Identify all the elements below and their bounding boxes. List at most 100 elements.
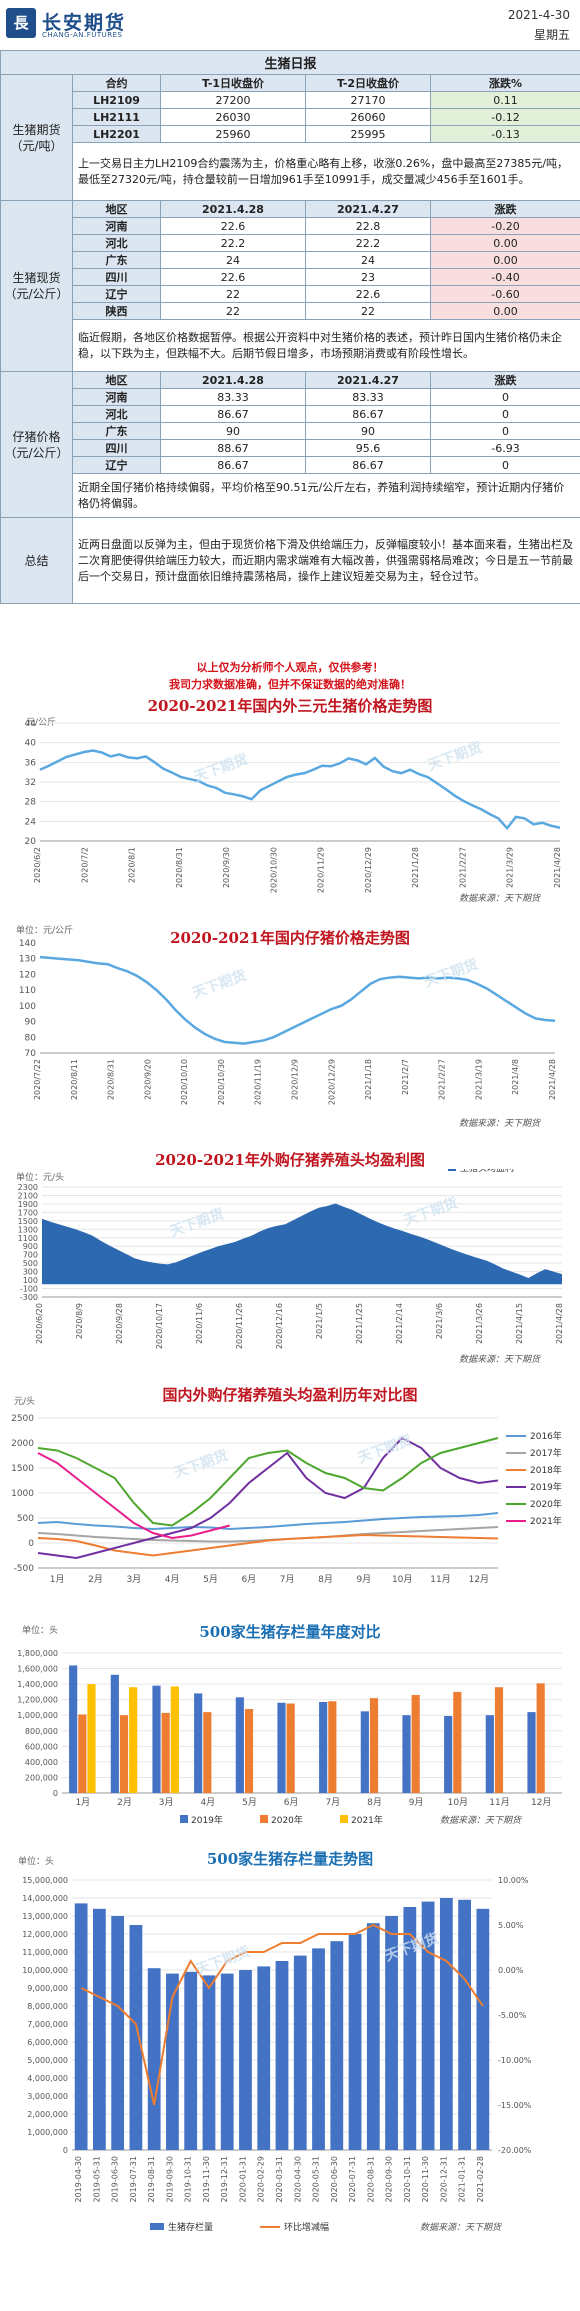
- futures-contract: LH2111: [72, 108, 161, 126]
- bar: [152, 1685, 161, 1793]
- x-tick-label: 2021/4/28: [555, 1303, 564, 1344]
- bar: [239, 1970, 252, 2150]
- report-table-wrap: 生猪日报 生猪期货（元/吨） 合约 T-1日收盘价 T-2日收盘价 涨跌% LH…: [0, 50, 580, 604]
- x-tick-label: 2020/10/17: [155, 1303, 164, 1349]
- series-line: [37, 1533, 499, 1557]
- chart-inventory-trend: 500家生猪存栏量走势图 单位：头 0 1,000,000 2,000,000 3,0…: [0, 1840, 580, 2310]
- x-tick-label: 2020-07-31: [348, 2156, 357, 2203]
- x-tick-label: 2019-05-31: [92, 2156, 101, 2203]
- y-tick-label: 5,000,000: [27, 2056, 68, 2065]
- x-tick-label: 2021/4/8: [511, 1059, 520, 1095]
- bar: [129, 1925, 143, 2150]
- table-row: 广东 24 24 0.00: [1, 251, 580, 269]
- x-tick-label: 2021/2/14: [395, 1303, 404, 1344]
- x-tick-label: 11月: [430, 1574, 450, 1585]
- piglet-region: 河北: [72, 405, 161, 423]
- table-row: 河南 22.6 22.8 -0.20: [1, 217, 580, 235]
- x-tick-label: 2020/9/30: [222, 847, 231, 888]
- y-tick-label: 2300: [18, 1183, 38, 1192]
- x-tick-label: 2020/11/29: [317, 847, 326, 893]
- spot-change: 0.00: [429, 251, 580, 269]
- spot-price-prev: 22: [305, 302, 431, 320]
- watermark-text: 天下期货: [168, 1205, 226, 1240]
- company-name-en: CHANG-AN.FUTURES: [42, 31, 123, 39]
- bar: [421, 1901, 435, 2150]
- x-tick-label: 2020-09-30: [385, 2156, 394, 2203]
- series-line: [37, 1452, 230, 1540]
- bar: [536, 1683, 545, 1793]
- bar: [411, 1695, 420, 1793]
- y-tick-label: 2000: [11, 1439, 34, 1449]
- legend-label: 2019年: [191, 1814, 223, 1826]
- x-tick-label: 2020-05-31: [312, 2156, 321, 2203]
- piglet-change: 0: [429, 422, 580, 440]
- bar: [244, 1709, 254, 1793]
- x-tick-label: 4月: [165, 1574, 180, 1585]
- x-tick-label: 10月: [392, 1574, 412, 1585]
- y-tick-label: 3,000,000: [27, 2092, 68, 2101]
- x-tick-label: 9月: [356, 1574, 371, 1585]
- y2-tick-label: -15.00%: [498, 2101, 532, 2110]
- y-tick-label: 0: [28, 1539, 34, 1549]
- spot-price-prev: 22.6: [305, 285, 431, 303]
- y-tick-label: 80: [25, 1033, 37, 1043]
- chart-svg: 70 80 90 100 110 120 130 140 2020/7/22 2020/8/11 2…: [19, 939, 557, 1105]
- x-tick-label: 2021/1/5: [315, 1303, 324, 1339]
- y-tick-label: 70: [25, 1049, 37, 1059]
- bar: [402, 1715, 411, 1793]
- watermark-text: 天下期货: [356, 1432, 414, 1467]
- x-tick-label: 2020-06-30: [330, 2156, 339, 2203]
- x-tick-label: 2019-04-30: [74, 2156, 83, 2203]
- y-tick-label: 24: [25, 817, 37, 827]
- spot-header: 2021.4.28: [160, 200, 306, 218]
- chart-3way-pig-price: 2020-2021年国内外三元生猪价格走势图 元/公斤 20 24 28 32 36 40…: [0, 695, 580, 905]
- y-tick-label: 10,000,000: [22, 1966, 68, 1975]
- chart-title: 国内外购仔猪养殖头均盈利历年对比图: [162, 1386, 418, 1404]
- piglet-price-prev: 90: [305, 422, 431, 440]
- spot-price-prev: 24: [305, 251, 431, 269]
- legend-label: 环比增减幅: [284, 2221, 329, 2233]
- spot-change: -0.40: [429, 268, 580, 286]
- piglet-region: 广东: [72, 422, 161, 440]
- x-tick-label: 2020/10/10: [180, 1059, 189, 1105]
- y-tick-label: 40: [25, 739, 37, 749]
- x-tick-label: 2021/3/19: [474, 1059, 483, 1100]
- y-tick-label: 300: [23, 1268, 38, 1277]
- y-tick-label: 13,000,000: [22, 1912, 68, 1921]
- y2-tick-label: 5.00%: [498, 1921, 524, 1930]
- x-tick-label: 2020-11-30: [421, 2156, 430, 2203]
- y-tick-label: 36: [25, 758, 37, 768]
- bar: [129, 1687, 138, 1793]
- x-tick-label: 2020-04-30: [293, 2156, 302, 2203]
- chart-title: 500家生猪存栏量走势图: [206, 1850, 374, 1868]
- bar: [286, 1703, 295, 1793]
- table-row: LH2111 26030 26060 -0.12: [1, 108, 580, 126]
- y-tick-label: 110: [19, 986, 36, 996]
- y2-tick-label: -10.00%: [498, 2056, 532, 2065]
- piglet-price-today: 90: [160, 422, 306, 440]
- x-tick-label: 2020/10/30: [269, 847, 278, 893]
- spot-price-prev: 22.8: [305, 217, 431, 235]
- x-tick-label: 2020/12/9: [291, 1059, 300, 1100]
- x-tick-label: 2019-10-31: [184, 2156, 193, 2203]
- chart-unit: 单位：头: [18, 1857, 55, 1867]
- x-tick-label: 2020-10-31: [403, 2156, 412, 2203]
- legend-label: 2019年: [530, 1481, 562, 1493]
- spot-price-today: 22: [160, 285, 306, 303]
- x-tick-label: 2020/8/31: [107, 1059, 116, 1100]
- legend-swatch: [260, 1815, 268, 1823]
- y2-tick-label: -20.00%: [498, 2146, 532, 2155]
- piglet-change: -6.93: [429, 439, 580, 457]
- series-line: [39, 955, 556, 1045]
- legend-swatch: [180, 1815, 188, 1823]
- x-tick-label: 2月: [117, 1797, 132, 1808]
- x-tick-label: 2020/8/1: [128, 847, 137, 883]
- disclaimer-line2: 我司力求数据准确，但并不保证数据的绝对准确！: [169, 678, 411, 691]
- y-tick-label: 0: [63, 2146, 68, 2155]
- spot-change: 0.00: [429, 302, 580, 320]
- watermark-text: 天下期货: [422, 956, 480, 991]
- x-tick-label: 2020/12/29: [364, 847, 373, 893]
- piglet-change: 0: [429, 405, 580, 423]
- x-tick-label: 2021-02-28: [476, 2156, 485, 2203]
- y-tick-label: 1,400,000: [17, 1680, 58, 1689]
